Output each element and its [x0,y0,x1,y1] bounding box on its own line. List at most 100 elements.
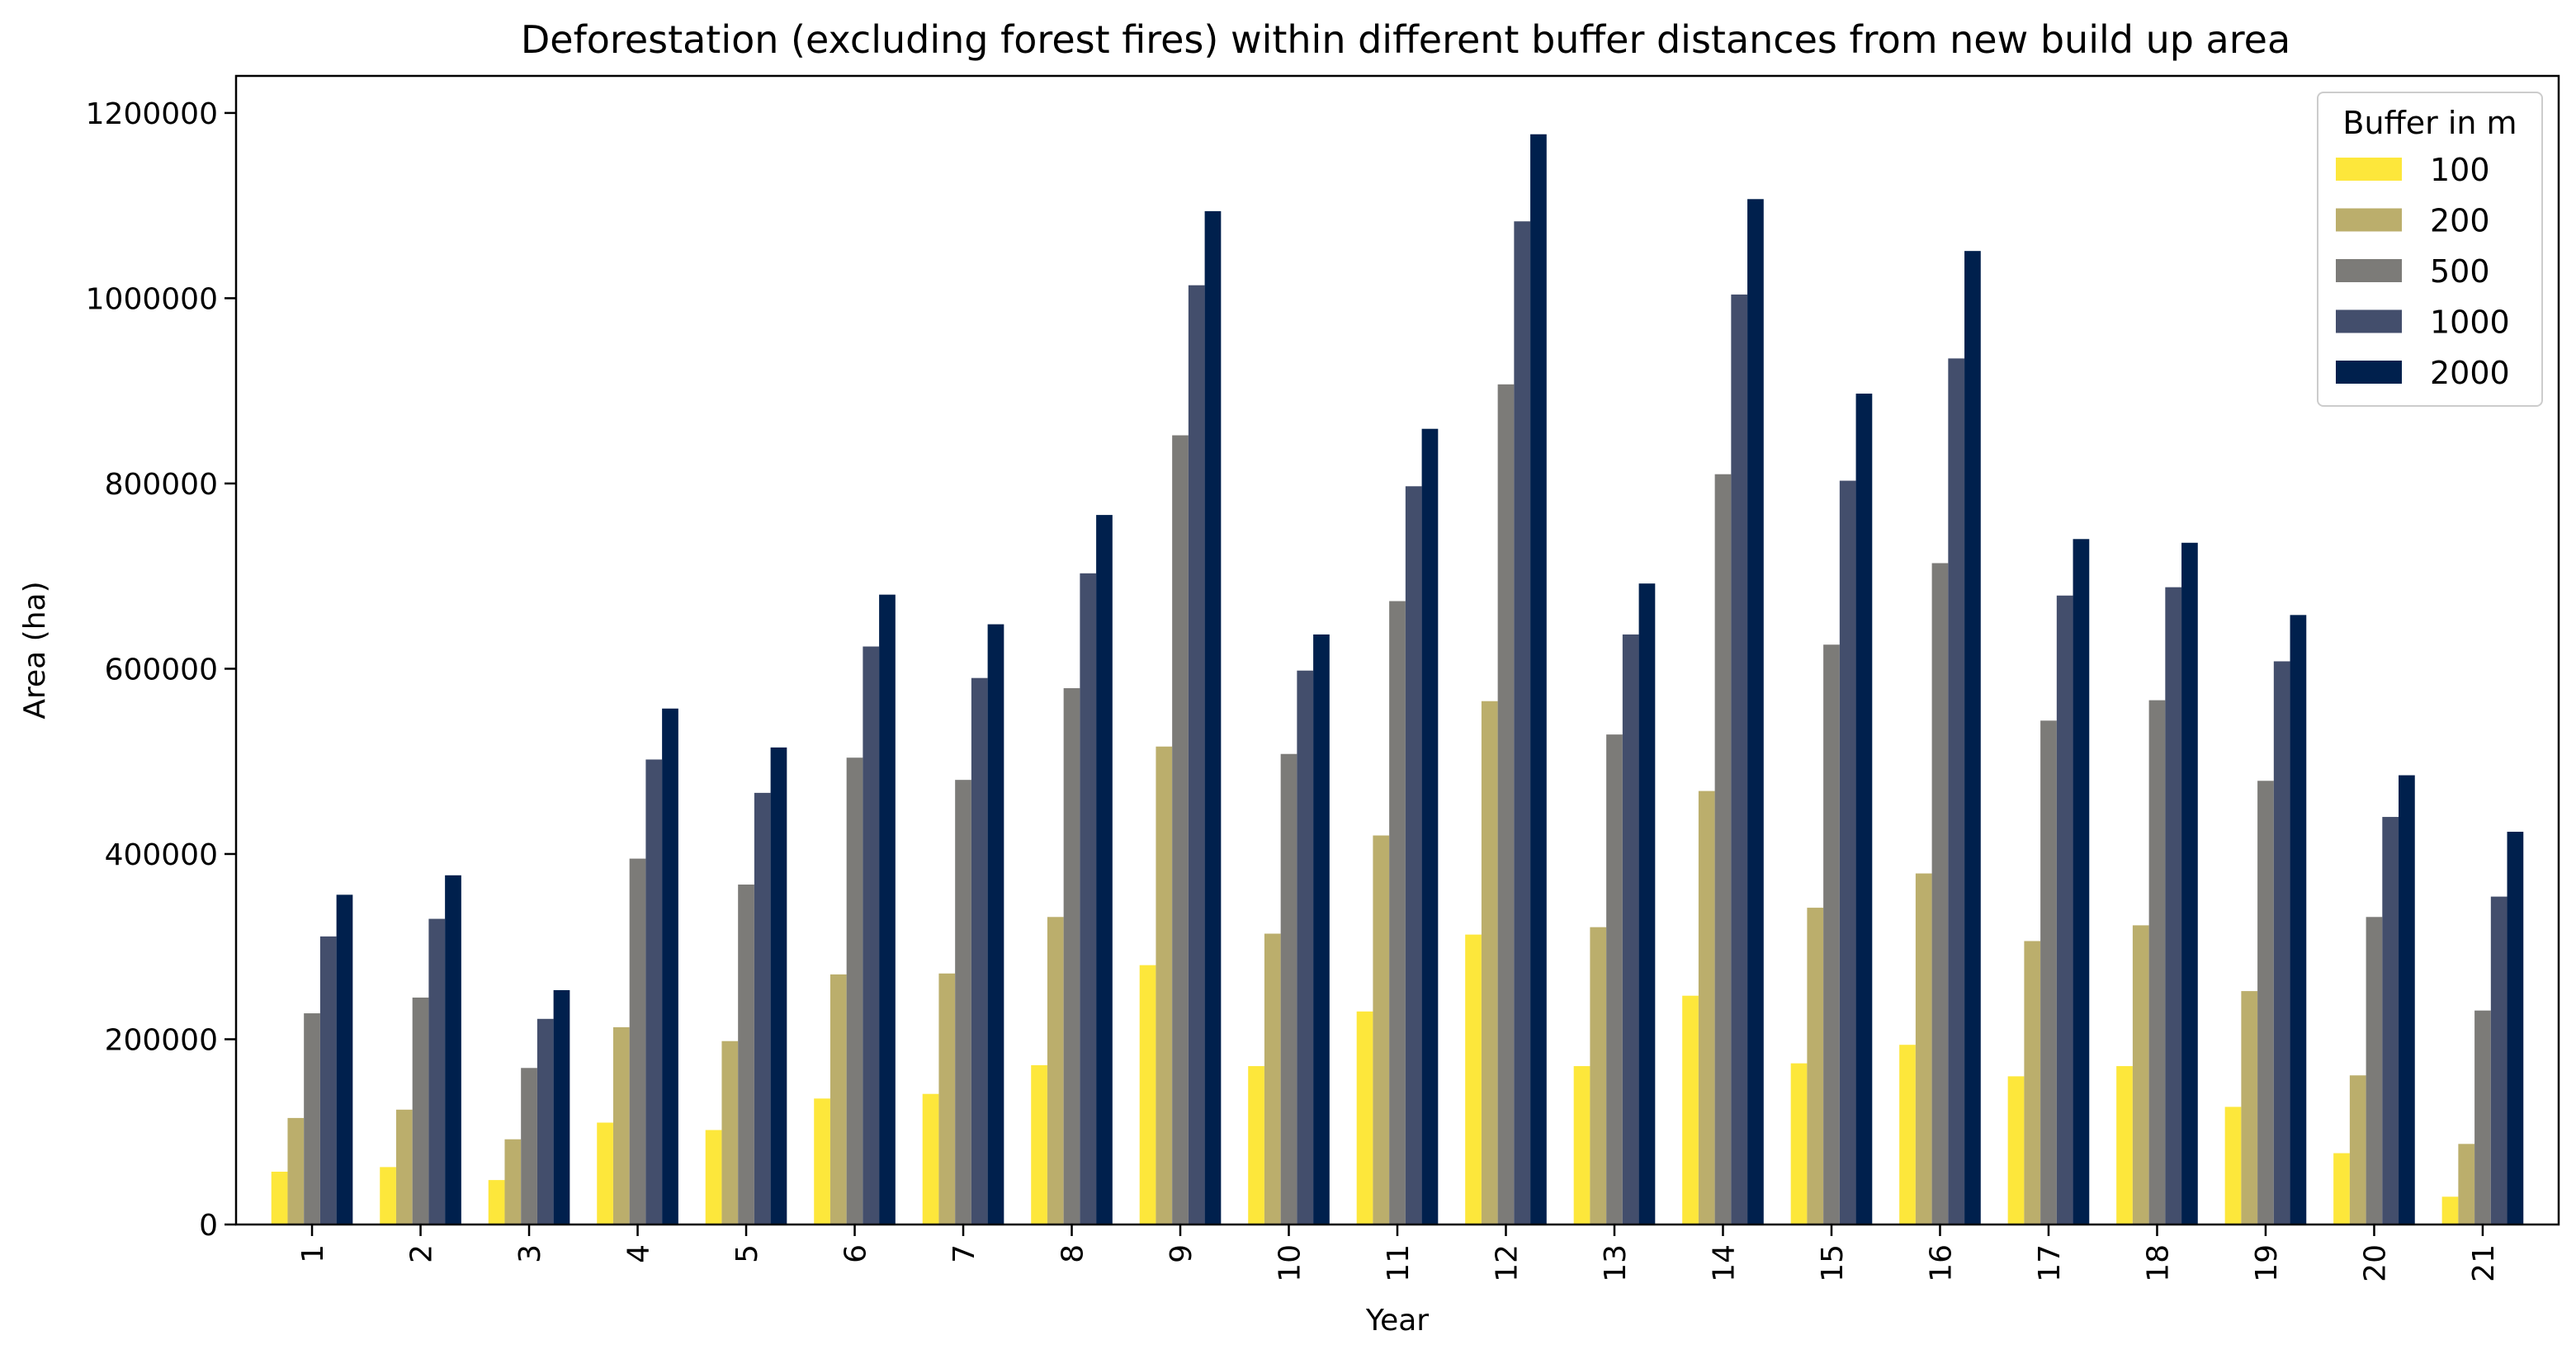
x-tick-label: 20 [2358,1244,2392,1282]
x-tick-label: 11 [1382,1244,1416,1282]
bar-buffer-1000-year-15 [1839,480,1856,1225]
x-tick-label: 8 [1056,1244,1090,1263]
y-tick-label: 1200000 [86,97,218,131]
x-tick-label: 16 [1924,1244,1958,1282]
bar-buffer-500-year-12 [1497,384,1515,1225]
bar-buffer-200-year-12 [1481,701,1498,1225]
x-tick-label: 9 [1165,1244,1198,1263]
bar-buffer-200-year-15 [1807,908,1824,1225]
bar-buffer-500-year-21 [2474,1010,2491,1225]
bars-group [271,134,2524,1225]
x-axis-label: Year [1365,1304,1429,1338]
bar-buffer-1000-year-21 [2490,896,2507,1225]
bar-buffer-200-year-19 [2241,991,2258,1225]
bar-buffer-100-year-12 [1465,934,1482,1225]
bar-buffer-1000-year-10 [1297,670,1314,1225]
bar-buffer-100-year-10 [1248,1066,1264,1225]
bar-buffer-2000-year-1 [336,894,353,1225]
bar-buffer-500-year-2 [412,997,429,1225]
bar-buffer-100-year-19 [2224,1107,2242,1225]
bar-buffer-1000-year-17 [2056,595,2073,1225]
bar-buffer-200-year-18 [2132,925,2149,1225]
legend-title: Buffer in m [2342,105,2517,141]
bar-buffer-100-year-1 [271,1172,288,1225]
y-tick-label: 400000 [105,838,218,872]
y-tick-label: 0 [199,1209,218,1243]
bar-buffer-2000-year-2 [445,875,461,1225]
bar-buffer-200-year-3 [504,1139,522,1225]
bar-buffer-1000-year-11 [1405,486,1422,1225]
y-tick-label: 600000 [105,653,218,687]
bar-buffer-200-year-4 [612,1026,630,1225]
bar-buffer-2000-year-4 [662,708,678,1225]
x-tick-label: 3 [513,1244,547,1263]
bar-buffer-2000-year-3 [553,989,570,1225]
bar-buffer-2000-year-20 [2399,775,2415,1225]
x-tick-label: 13 [1599,1244,1633,1282]
x-tick-label: 7 [948,1244,981,1263]
legend-swatch-2000 [2336,361,2402,384]
bar-buffer-200-year-20 [2349,1075,2366,1225]
bar-buffer-2000-year-18 [2181,542,2198,1225]
x-tick-label: 5 [730,1244,764,1263]
y-tick-label: 800000 [105,468,218,502]
bar-buffer-2000-year-16 [1964,251,1981,1225]
bar-buffer-1000-year-4 [645,759,663,1225]
bar-buffer-200-year-14 [1698,790,1715,1225]
bar-buffer-100-year-8 [1031,1064,1047,1225]
bar-buffer-2000-year-7 [987,624,1004,1225]
legend-label-200: 200 [2430,203,2490,239]
bar-buffer-2000-year-9 [1204,210,1222,1225]
legend-label-100: 100 [2430,152,2490,188]
x-tick-label: 21 [2467,1244,2501,1282]
bar-buffer-500-year-20 [2366,917,2383,1225]
bar-buffer-200-year-2 [395,1109,413,1225]
bar-buffer-500-year-13 [1606,734,1623,1225]
bar-buffer-200-year-6 [830,974,847,1225]
legend-swatch-1000 [2336,309,2402,333]
bar-buffer-2000-year-21 [2507,832,2524,1225]
bar-buffer-200-year-13 [1590,927,1607,1225]
bar-buffer-2000-year-17 [2073,539,2090,1225]
bar-buffer-1000-year-16 [1948,358,1965,1225]
x-tick-label: 1 [296,1244,330,1263]
legend-swatch-100 [2336,158,2402,181]
legend-label-1000: 1000 [2430,304,2510,341]
bar-buffer-1000-year-2 [428,918,446,1225]
bar-buffer-500-year-15 [1823,644,1840,1225]
y-tick-label: 1000000 [86,282,218,316]
bar-buffer-500-year-18 [2148,700,2166,1225]
bar-buffer-500-year-6 [846,757,863,1225]
bar-buffer-100-year-15 [1790,1063,1808,1225]
bar-buffer-1000-year-6 [863,646,880,1225]
bar-buffer-500-year-19 [2257,781,2274,1225]
bar-buffer-200-year-11 [1373,835,1390,1225]
bar-buffer-200-year-7 [938,973,956,1225]
bar-buffer-2000-year-15 [1855,394,1873,1225]
bar-buffer-2000-year-8 [1096,515,1113,1225]
x-tick-label: 14 [1707,1244,1741,1282]
legend-label-500: 500 [2430,253,2490,290]
chart-title: Deforestation (excluding forest fires) w… [521,17,2290,62]
bar-buffer-1000-year-3 [536,1018,554,1225]
bar-buffer-100-year-21 [2441,1196,2459,1225]
bar-buffer-500-year-14 [1714,474,1732,1225]
bar-buffer-1000-year-19 [2273,661,2290,1225]
bar-buffer-100-year-14 [1682,995,1699,1225]
bar-buffer-500-year-9 [1172,435,1189,1225]
bar-buffer-2000-year-11 [1421,428,1439,1225]
bar-buffer-100-year-13 [1573,1066,1591,1225]
x-tick-label: 12 [1491,1244,1524,1282]
bar-buffer-1000-year-12 [1514,221,1531,1225]
x-tick-label: 15 [1816,1244,1850,1282]
bar-buffer-100-year-7 [922,1093,939,1225]
x-axis: 1 2 3 4 5 6 7 8 9 10 11 12 13 14 15 16 17 18 19 20 21 [296,1225,2501,1282]
bar-buffer-500-year-7 [955,780,971,1225]
bar-buffer-500-year-4 [629,858,646,1225]
x-tick-label: 6 [839,1244,873,1263]
bar-buffer-100-year-20 [2333,1153,2350,1225]
bar-buffer-200-year-16 [1915,873,1932,1225]
bar-buffer-100-year-16 [1899,1045,1916,1225]
bar-buffer-200-year-9 [1156,746,1173,1225]
